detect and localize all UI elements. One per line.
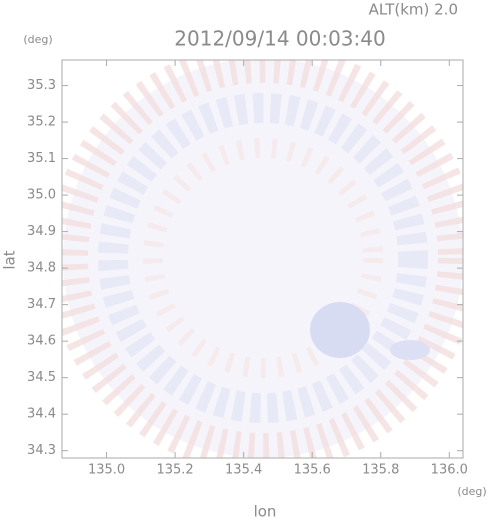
y-tick-label: 34.4 — [27, 407, 56, 422]
subtitle: ALT(km) 2.0 — [369, 1, 458, 19]
y-tick-label: 34.9 — [27, 224, 56, 239]
y-unit: (deg) — [23, 33, 52, 46]
x-tick-label: 135.0 — [88, 463, 125, 478]
y-tick-label: 34.8 — [27, 261, 56, 276]
x-axis-label: lon — [254, 503, 277, 521]
plot-frame — [61, 59, 464, 459]
x-tick-label: 135.4 — [225, 463, 262, 478]
x-unit: (deg) — [457, 485, 486, 498]
y-tick-label: 35.3 — [27, 78, 56, 93]
radar-field — [62, 60, 463, 458]
chart-title: 2012/09/14 00:03:40 — [174, 27, 385, 51]
y-tick-label: 34.5 — [27, 370, 56, 385]
y-tick-label: 34.3 — [27, 443, 56, 458]
y-axis-label: lat — [1, 250, 19, 269]
y-tick-label: 35.0 — [27, 188, 56, 203]
x-tick-label: 135.2 — [156, 463, 193, 478]
y-tick-label: 34.7 — [27, 297, 56, 312]
x-tick-label: 136.0 — [431, 463, 468, 478]
x-tick-label: 135.6 — [294, 463, 331, 478]
x-tick-label: 135.8 — [362, 463, 399, 478]
y-tick-label: 35.2 — [27, 115, 56, 130]
y-tick-label: 34.6 — [27, 334, 56, 349]
y-tick-label: 35.1 — [27, 151, 56, 166]
